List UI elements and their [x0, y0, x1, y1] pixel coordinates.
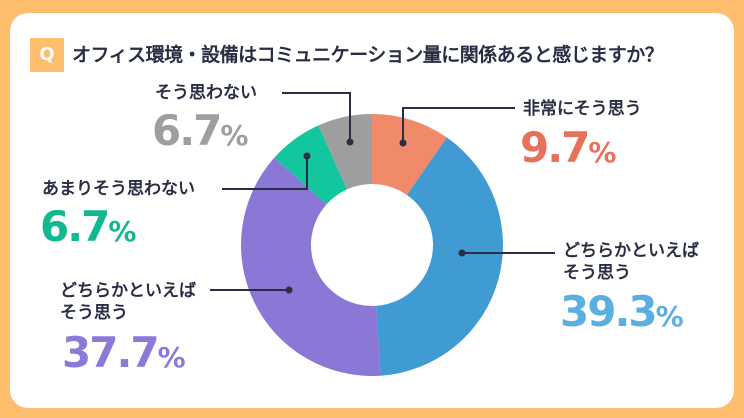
pct-2: 37.7%	[62, 328, 186, 377]
leader-dot-3	[303, 152, 311, 160]
leader-line-0	[402, 107, 515, 143]
leader-dot-2	[285, 286, 293, 294]
label-3: あまりそう思わない	[42, 179, 195, 199]
slice-0	[372, 114, 447, 195]
slice-3	[274, 125, 348, 205]
leader-dot-0	[399, 139, 407, 147]
pct-4: 6.7%	[152, 106, 248, 155]
leader-line-3	[222, 156, 308, 190]
label-0: 非常にそう思う	[523, 99, 642, 119]
label-4: そう思わない	[155, 83, 257, 103]
leader-dot-4	[346, 138, 354, 146]
pct-3: 6.7%	[40, 202, 136, 251]
label-1: どちらかといえば そう思う	[563, 241, 699, 283]
slice-2	[241, 157, 381, 376]
question-badge: Q	[30, 38, 64, 72]
label-2: どちらかといえば そう思う	[60, 281, 196, 323]
slice-4	[318, 114, 372, 190]
pct-0: 9.7%	[520, 123, 616, 172]
pct-1: 39.3%	[560, 287, 684, 336]
leader-line-4	[282, 92, 351, 142]
leader-dot-1	[458, 249, 466, 257]
page-title: オフィス環境・設備はコミュニケーション量に関係あると感じますか？	[72, 44, 664, 66]
slice-1	[376, 137, 503, 376]
